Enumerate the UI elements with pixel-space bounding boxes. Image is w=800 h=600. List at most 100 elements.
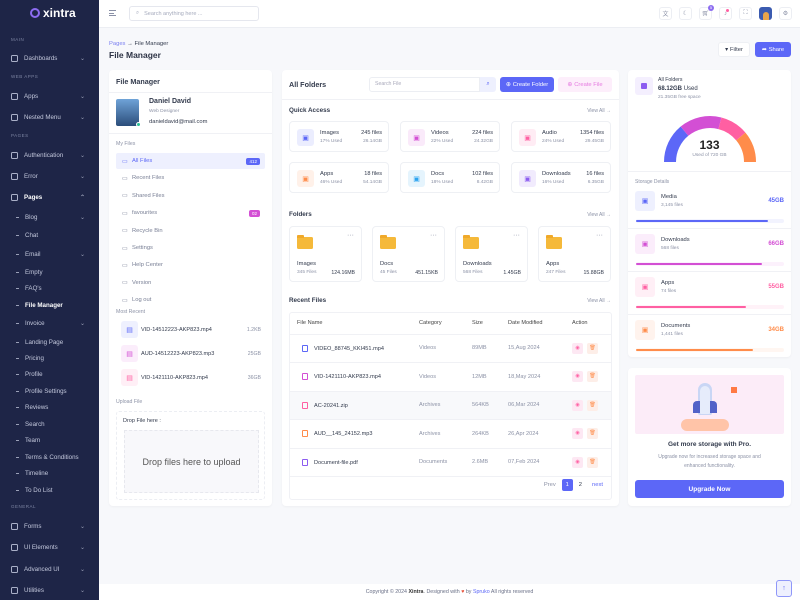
- sidebar-item-authentication[interactable]: Authentication ⌄: [0, 150, 99, 160]
- avatar[interactable]: [759, 7, 772, 20]
- brand-name: xintra: [43, 6, 76, 20]
- quick-access-downloads[interactable]: ▣ Downloads 16% Used 16 files 6.35GB: [511, 162, 611, 193]
- global-search-input[interactable]: ⌕ Search anything here ...: [129, 6, 259, 21]
- sidebar-item-landing-page[interactable]: Landing Page: [0, 337, 99, 347]
- scroll-to-top-button[interactable]: ↑: [776, 580, 792, 597]
- nav-log-out[interactable]: ▭ Log out: [116, 292, 265, 308]
- quick-access-videos[interactable]: ▣ Videos 22% Used 224 files 24.32GB: [400, 121, 500, 152]
- sidebar-item-ui-elements[interactable]: UI Elements ⌄: [0, 542, 99, 552]
- table-row[interactable]: VID-1421110-AKP823.mp4 Videos 12MB 18,May 2…: [290, 362, 611, 392]
- create-folder-button[interactable]: ⊕ Create Folder: [500, 77, 554, 92]
- recent-file-item[interactable]: ▤ VID-14512223-AKP823.mp4 1.2KB: [121, 321, 261, 338]
- nav-version[interactable]: ▭ Version: [116, 275, 265, 291]
- nav-settings[interactable]: ▭ Settings: [116, 240, 265, 256]
- file-search-button[interactable]: ⌕: [480, 77, 496, 92]
- sidebar-item-terms-conditions[interactable]: Terms & Conditions: [0, 452, 99, 462]
- more-options-icon[interactable]: ···: [513, 232, 520, 239]
- dropzone[interactable]: Drop files here to upload: [124, 430, 259, 493]
- folder-images[interactable]: ··· Images 345 Files 124.16MB: [289, 226, 362, 282]
- fullscreen-icon[interactable]: ⛶: [739, 7, 752, 20]
- view-eye-icon[interactable]: ◉: [572, 342, 583, 354]
- pagination-page-1[interactable]: 1: [561, 479, 573, 491]
- nav-help-center[interactable]: ▭ Help Center: [116, 257, 265, 273]
- folder-apps[interactable]: ··· Apps 247 Files 15.88GB: [538, 226, 611, 282]
- file-search-input[interactable]: Search File: [369, 77, 480, 92]
- sidebar-item-email[interactable]: Email ⌄: [0, 249, 99, 259]
- delete-trash-icon[interactable]: 🗑︎: [587, 342, 598, 354]
- recent-file-item[interactable]: ▤ VID-1421110-AKP823.mp4 36GB: [121, 369, 261, 386]
- translate-icon[interactable]: 文: [659, 7, 672, 20]
- quick-access-view-all-link[interactable]: View All →: [587, 108, 611, 114]
- sidebar-item-pages[interactable]: Pages ⌃: [0, 192, 99, 202]
- nav-all-files[interactable]: ▭ All Files 412: [116, 153, 265, 169]
- recent-files-view-all-link[interactable]: View All →: [587, 298, 611, 304]
- nav-recent-files[interactable]: ▭ Recent Files: [116, 170, 265, 186]
- nav-favourites[interactable]: ▭ favourites 02: [116, 205, 265, 221]
- sidebar-item-team[interactable]: Team: [0, 435, 99, 445]
- view-eye-icon[interactable]: ◉: [572, 399, 583, 411]
- view-eye-icon[interactable]: ◉: [572, 456, 583, 468]
- sidebar-item-utilities[interactable]: Utilities ⌄: [0, 585, 99, 595]
- moon-icon[interactable]: ☾: [679, 7, 692, 20]
- sidebar-item-empty[interactable]: Empty: [0, 267, 99, 277]
- folders-view-all-link[interactable]: View All →: [587, 212, 611, 218]
- sidebar-item-error[interactable]: Error ⌄: [0, 171, 99, 181]
- more-options-icon[interactable]: ···: [430, 232, 437, 239]
- sidebar-item-nested-menu[interactable]: Nested Menu ⌄: [0, 112, 99, 122]
- more-options-icon[interactable]: ···: [347, 232, 354, 239]
- gear-icon[interactable]: ⚙: [779, 7, 792, 20]
- sidebar-item-faq-s[interactable]: FAQ's: [0, 283, 99, 293]
- sidebar-item-apps[interactable]: Apps ⌄: [0, 91, 99, 101]
- view-eye-icon[interactable]: ◉: [572, 371, 583, 383]
- sidebar-item-advanced-ui[interactable]: Advanced UI ⌄: [0, 564, 99, 574]
- utilities-icon: [11, 586, 18, 594]
- pagination-page-2[interactable]: 2: [578, 482, 583, 488]
- sidebar-item-search[interactable]: Search: [0, 419, 99, 429]
- sidebar-item-file-manager[interactable]: File Manager: [0, 300, 99, 310]
- sidebar-item-dashboards[interactable]: Dashboards ⌄: [0, 53, 99, 63]
- delete-trash-icon[interactable]: 🗑︎: [587, 399, 598, 411]
- pagination-prev[interactable]: Prev: [543, 482, 556, 488]
- folder-downloads[interactable]: ··· Downloads 568 Files 1.45GB: [455, 226, 528, 282]
- table-row[interactable]: Document-file.pdf Documents 2.6MB 07,Feb 20…: [290, 448, 611, 477]
- table-row[interactable]: VIDEO_88745_KKI451.mp4 Videos 89MB 15,Aug 2…: [290, 334, 611, 363]
- sidebar-item-profile-settings[interactable]: Profile Settings: [0, 386, 99, 396]
- quick-access-audio[interactable]: ▣ Audio 24% Used 1354 files 29.45GB: [511, 121, 611, 152]
- sidebar-item-invoice[interactable]: Invoice ⌄: [0, 318, 99, 328]
- breadcrumb-pages-link[interactable]: Pages: [109, 41, 126, 47]
- view-eye-icon[interactable]: ◉: [572, 428, 583, 440]
- menu-toggle-icon[interactable]: [109, 10, 116, 16]
- delete-trash-icon[interactable]: 🗑︎: [587, 371, 598, 383]
- recent-file-item[interactable]: ▤ AUD-14512223-AKP823.mp3 25GB: [121, 345, 261, 362]
- nav-recycle-bin[interactable]: ▭ Recycle Bin: [116, 223, 265, 239]
- bell-icon[interactable]: ♪: [719, 7, 732, 20]
- pagination-next[interactable]: next: [592, 482, 603, 488]
- folder-docs[interactable]: ··· Docs 45 Files 451.15KB: [372, 226, 445, 282]
- upgrade-now-button[interactable]: Upgrade Now: [635, 480, 784, 498]
- nav-shared-files[interactable]: ▭ Shared Files: [116, 188, 265, 204]
- table-row[interactable]: AUD__145_24152.mp3 Archives 264KB 26,Apr 20…: [290, 419, 611, 449]
- sidebar-item-reviews[interactable]: Reviews: [0, 402, 99, 412]
- quick-access-images[interactable]: ▣ Images 17% Used 245 files 26.14GB: [289, 121, 389, 152]
- table-row[interactable]: AC-20241.zip Archives 564KB 06,Mar 2024 ◉ 🗑︎: [290, 391, 611, 420]
- sidebar-item-timeline[interactable]: Timeline: [0, 468, 99, 478]
- logo[interactable]: xintra: [30, 6, 76, 20]
- sidebar-item-chat[interactable]: Chat: [0, 230, 99, 240]
- create-file-button[interactable]: ⊕ Create File: [558, 77, 612, 92]
- sidebar-item-profile[interactable]: Profile: [0, 369, 99, 379]
- more-options-icon[interactable]: ···: [596, 232, 603, 239]
- quick-access-apps[interactable]: ▣ Apps 46% Used 18 files 54.14GB: [289, 162, 389, 193]
- sidebar-item-pricing[interactable]: Pricing: [0, 353, 99, 363]
- share-button[interactable]: ➦ Share: [755, 42, 791, 57]
- quick-access-docs[interactable]: ▣ Docs 18% Used 102 files 8.42GB: [400, 162, 500, 193]
- filter-button[interactable]: ▾ Filter: [718, 42, 750, 57]
- sidebar-category-pages: PAGES: [11, 133, 29, 138]
- delete-trash-icon[interactable]: 🗑︎: [587, 428, 598, 440]
- cart-icon[interactable]: 🛒︎ 5: [699, 5, 714, 20]
- sidebar-item-to-do-list[interactable]: To Do List: [0, 485, 99, 495]
- file-icon: [302, 458, 308, 466]
- sidebar-item-forms[interactable]: Forms ⌄: [0, 521, 99, 531]
- footer-company-link[interactable]: Spruko: [472, 589, 490, 595]
- sidebar-item-blog[interactable]: Blog ⌄: [0, 212, 99, 222]
- delete-trash-icon[interactable]: 🗑︎: [587, 456, 598, 468]
